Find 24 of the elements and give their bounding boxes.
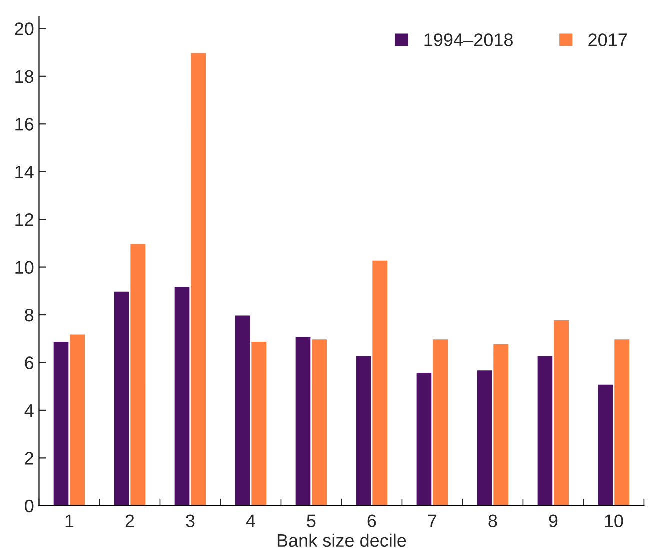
x-tick-label: 2: [126, 514, 134, 528]
y-tick-label: 4: [24, 404, 34, 417]
x-tick-label: 7: [428, 514, 437, 528]
y-tick-label: 18: [16, 70, 34, 84]
x-axis-title: Bank size decile: [278, 534, 406, 548]
y-tick-label: 6: [25, 356, 34, 370]
legend-label: 1994–2018: [424, 34, 513, 46]
x-tick-label: 5: [307, 514, 316, 528]
y-tick-label: 0: [25, 500, 34, 513]
x-tick-label: 4: [246, 514, 256, 528]
y-tick-label: 14: [16, 166, 34, 178]
x-tick-label: 3: [186, 514, 195, 528]
y-tick-label: 20: [15, 22, 34, 36]
y-tick-label: 16: [16, 118, 34, 131]
legend-label: 2017: [588, 34, 628, 46]
x-tick-label: 10: [605, 514, 624, 528]
y-tick-label: 12: [16, 214, 34, 226]
x-tick-label: 9: [549, 514, 558, 528]
y-tick-label: 10: [16, 261, 34, 274]
y-tick-label: 2: [25, 452, 34, 465]
y-tick-label: 8: [25, 308, 34, 322]
x-tick-label: 1: [66, 514, 74, 528]
x-tick-label: 8: [488, 514, 498, 528]
x-tick-label: 6: [368, 514, 376, 528]
